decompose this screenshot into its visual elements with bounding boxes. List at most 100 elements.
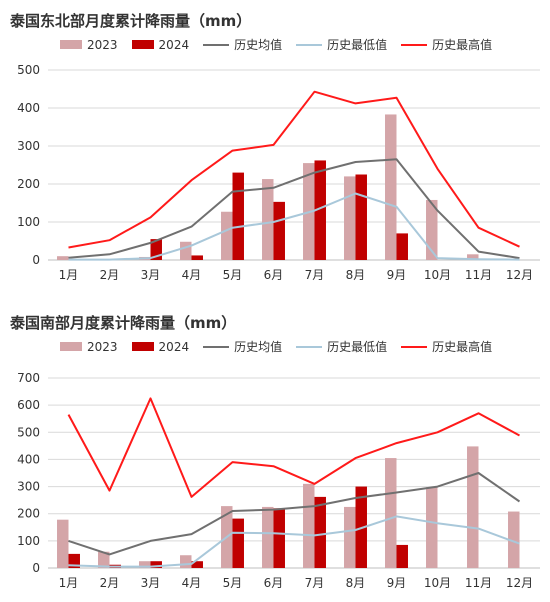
bar-2023 — [426, 199, 438, 260]
chart-title: 泰国东北部月度累计降雨量（mm） — [10, 12, 252, 30]
legend-swatch — [296, 43, 323, 46]
bar-2023 — [344, 506, 356, 568]
bar-2023 — [467, 254, 479, 260]
bar-2024 — [273, 201, 285, 260]
bar-2023 — [385, 114, 397, 261]
legend-label: 2024 — [158, 339, 190, 354]
legend-item-2024: 2024 — [131, 38, 189, 52]
legend-label: 历史最高值 — [432, 340, 493, 354]
x-tick-label: 8月 — [346, 576, 366, 590]
legend-swatch — [401, 43, 428, 46]
line-历史最低值 — [68, 515, 520, 568]
bar-2023 — [508, 511, 520, 568]
bar-2024 — [232, 172, 244, 260]
bar-2024 — [191, 255, 203, 260]
legend-label: 历史最低值 — [327, 38, 388, 52]
x-tick-label: 3月 — [141, 576, 161, 590]
x-tick-label: 3月 — [141, 268, 161, 282]
bar-2023 — [139, 561, 151, 568]
bar-2024 — [150, 561, 162, 568]
x-tick-label: 12月 — [506, 268, 533, 282]
plot-area: 0 100 200 300 400 500 600 700 1月 2月 3月 4月 5月 6月 7月 8月 9月… — [17, 371, 540, 590]
y-tick-label: 400 — [17, 452, 40, 466]
bar-2023 — [57, 519, 69, 568]
legend-swatch — [401, 345, 428, 348]
legend-item-2024: 2024 — [131, 339, 190, 354]
legend-item-max: 历史最高值 — [401, 36, 492, 53]
legend-item-avg: 历史均值 — [203, 338, 282, 355]
bar-2024 — [396, 544, 408, 568]
legend-swatch — [60, 40, 82, 49]
x-tick-label: 11月 — [465, 576, 492, 590]
y-tick-label: 300 — [17, 480, 40, 494]
y-tick-label: 700 — [17, 371, 40, 385]
legend-item-2023: 2023 — [60, 340, 118, 354]
y-tick-label: 500 — [17, 63, 40, 77]
legend-label: 历史均值 — [234, 38, 283, 52]
y-tick-label: 200 — [17, 177, 40, 191]
line-历史均值 — [68, 472, 521, 556]
x-tick-label: 12月 — [506, 576, 533, 590]
y-tick-label: 400 — [17, 101, 40, 115]
legend-label: 历史最低值 — [327, 340, 388, 354]
legend-label: 历史最高值 — [432, 38, 493, 52]
x-tick-label: 11月 — [465, 268, 492, 282]
y-tick-label: 0 — [32, 561, 40, 575]
x-tick-label: 5月 — [223, 576, 243, 590]
x-tick-label: 7月 — [305, 268, 325, 282]
y-tick-label: 600 — [17, 398, 40, 412]
legend: 2023 2024 历史均值 历史最低值 历史最高值 — [60, 36, 506, 53]
y-tick-label: 200 — [17, 507, 40, 521]
bar-2023 — [262, 506, 274, 568]
x-tick-label: 10月 — [424, 268, 451, 282]
legend-label: 历史均值 — [234, 340, 283, 354]
bar-2024 — [314, 160, 326, 260]
legend-swatch — [131, 342, 154, 351]
y-tick-label: 300 — [17, 139, 40, 153]
bar-2024 — [273, 508, 285, 568]
bar-2024 — [68, 553, 80, 568]
x-tick-label: 7月 — [305, 576, 325, 590]
x-tick-label: 4月 — [182, 268, 202, 282]
plot-area: 0 100 200 300 400 500 1月 2月 3月 4月 5月 6月 7月 8月 9月 10月 11月… — [17, 63, 540, 282]
x-tick-label: 5月 — [223, 268, 243, 282]
x-tick-label: 4月 — [182, 576, 202, 590]
line-历史最高值 — [67, 397, 520, 498]
bar-2023 — [344, 176, 356, 260]
south-chart: 泰国南部月度累计降雨量（mm） 2023 2024 历史均值 历史最低值 历史最… — [0, 302, 550, 602]
legend-swatch — [60, 342, 82, 351]
legend-swatch — [203, 345, 230, 348]
x-tick-label: 6月 — [264, 268, 284, 282]
y-tick-label: 100 — [17, 534, 40, 548]
bar-2023 — [467, 446, 479, 568]
legend-label: 2023 — [87, 37, 118, 52]
legend-item-min: 历史最低值 — [296, 36, 387, 53]
bar-2024 — [396, 233, 408, 260]
x-tick-label: 2月 — [100, 576, 120, 590]
legend-swatch — [203, 43, 230, 46]
bar-2024 — [150, 239, 162, 260]
bar-2023 — [262, 179, 274, 260]
legend-item-max: 历史最高值 — [401, 338, 492, 355]
x-tick-label: 8月 — [346, 268, 366, 282]
north-chart: 泰国东北部月度累计降雨量（mm） 2023 2024 历史均值 历史最低值 历史… — [0, 0, 550, 300]
y-tick-label: 0 — [32, 253, 40, 267]
x-tick-label: 6月 — [264, 576, 284, 590]
bar-2023 — [303, 483, 315, 568]
x-tick-label: 9月 — [387, 576, 407, 590]
legend-item-min: 历史最低值 — [296, 338, 387, 355]
bar-2024 — [355, 174, 367, 260]
bar-2024 — [232, 518, 244, 568]
line-历史均值 — [68, 158, 520, 260]
bar-2023 — [221, 211, 233, 260]
y-tick-label: 500 — [17, 425, 40, 439]
bar-2023 — [385, 458, 397, 568]
bar-2023 — [426, 487, 438, 568]
legend: 2023 2024 历史均值 历史最低值 历史最高值 — [60, 338, 506, 355]
y-tick-label: 100 — [17, 215, 40, 229]
legend-item-2023: 2023 — [60, 38, 118, 52]
x-tick-label: 1月 — [59, 268, 79, 282]
bar-2023 — [180, 241, 192, 260]
x-tick-label: 9月 — [387, 268, 407, 282]
x-tick-label: 1月 — [59, 576, 79, 590]
